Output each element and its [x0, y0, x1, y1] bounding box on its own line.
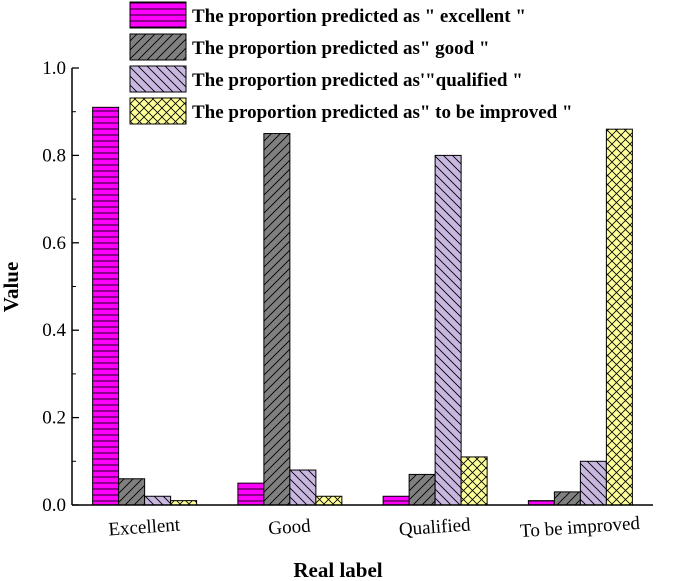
bar-good-series-3 [289, 469, 317, 506]
y-tick-label: 0.2 [42, 408, 66, 429]
bar-excellent-series-1 [92, 106, 120, 506]
legend: The proportion predicted as " excellent … [129, 1, 573, 125]
legend-swatch [129, 97, 187, 125]
y-tick-label: 0.4 [42, 320, 66, 341]
y-tick-label: 0.0 [42, 495, 66, 516]
legend-label: The proportion predicted as'"qualified " [192, 70, 523, 91]
bar-good-series-1 [237, 482, 265, 506]
legend-swatch [129, 1, 187, 29]
y-tick-label: 0.8 [42, 145, 66, 166]
bar-to-be-improved-series-4 [605, 128, 633, 506]
x-category-label: Qualified [398, 515, 472, 541]
x-category-label: Good [268, 516, 312, 540]
bar-qualified-series-3 [434, 154, 462, 506]
axes [71, 68, 653, 506]
y-ticks: 0.0 0.2 0.4 0.6 0.8 1.0 [42, 58, 79, 516]
bar-qualified-series-2 [408, 473, 436, 506]
legend-label: The proportion predicted as " excellent … [192, 6, 526, 27]
legend-label: The proportion predicted as" good " [192, 38, 490, 59]
x-category-labels: Excellent Good Qualified To be improved [108, 513, 641, 542]
bar-excellent-series-3 [144, 495, 172, 506]
bar-to-be-improved-series-3 [579, 460, 607, 506]
y-tick-label: 1.0 [42, 58, 66, 79]
x-category-label: To be improved [519, 513, 641, 542]
y-axis-title: Value [0, 262, 23, 313]
bar-to-be-improved-series-2 [553, 491, 581, 506]
bar-qualified-series-4 [460, 456, 488, 506]
bars [92, 106, 633, 506]
bar-qualified-series-1 [382, 495, 410, 506]
bar-excellent-series-2 [118, 478, 146, 506]
bar-good-series-4 [315, 495, 343, 506]
bar-good-series-2 [263, 133, 291, 506]
y-tick-label: 0.6 [42, 233, 66, 254]
legend-label: The proportion predicted as" to be impro… [192, 102, 573, 123]
x-category-label: Excellent [108, 514, 182, 540]
legend-swatch [129, 65, 187, 93]
x-axis-title: Real label [293, 558, 382, 581]
legend-swatch [129, 33, 187, 61]
